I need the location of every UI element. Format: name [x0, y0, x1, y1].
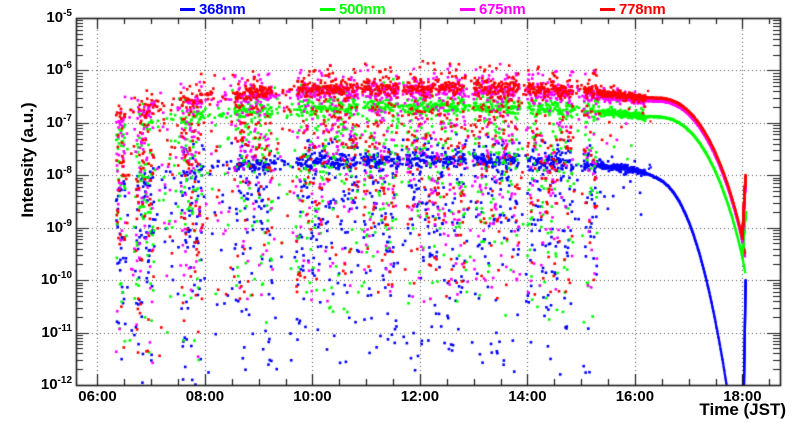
x-axis-title: Time (JST) [699, 400, 786, 419]
y-tick-label-1e-9: 10-9 [46, 217, 72, 236]
legend-label-675nm: 675nm [479, 0, 526, 18]
y-tick-label-1e-8: 10-8 [46, 165, 72, 184]
x-tick-label-1000: 10:00 [293, 388, 332, 405]
y-tick-label-1e-6: 10-6 [46, 60, 72, 79]
legend-item-675nm: 675nm [460, 0, 526, 18]
legend-item-368nm: 368nm [180, 0, 246, 18]
x-tick-label-1400: 14:00 [508, 388, 547, 405]
legend-swatch-675nm [460, 7, 475, 11]
y-tick-label-1e-12: 10-12 [40, 375, 72, 393]
x-tick-label-0800: 08:00 [185, 388, 225, 405]
chart-legend: 368nm 500nm 675nm 778nm [0, 0, 800, 18]
legend-item-500nm: 500nm [320, 0, 386, 18]
x-tick-label-1800: 18:00 [723, 388, 762, 405]
y-tick-label-1e-10: 10-10 [40, 270, 72, 289]
legend-swatch-368nm [180, 7, 195, 11]
legend-label-778nm: 778nm [619, 0, 666, 18]
x-tick-label-0600: 06:00 [78, 388, 117, 405]
legend-label-500nm: 500nm [339, 0, 386, 18]
y-tick-label-1e-7: 10-7 [46, 112, 72, 131]
legend-swatch-500nm [320, 7, 335, 11]
legend-label-368nm: 368nm [199, 0, 246, 18]
y-axis-tick-labels: 10-5 10-6 10-7 10-8 10-9 10-10 10-11 10-12 [0, 0, 72, 427]
legend-item-778nm: 778nm [600, 0, 666, 18]
y-tick-label-1e-11: 10-11 [41, 322, 72, 341]
x-tick-label-1200: 12:00 [400, 388, 440, 405]
y-tick-label-1e-5: 10-5 [46, 8, 72, 26]
legend-swatch-778nm [600, 7, 615, 11]
x-tick-label-1600: 16:00 [615, 388, 655, 405]
